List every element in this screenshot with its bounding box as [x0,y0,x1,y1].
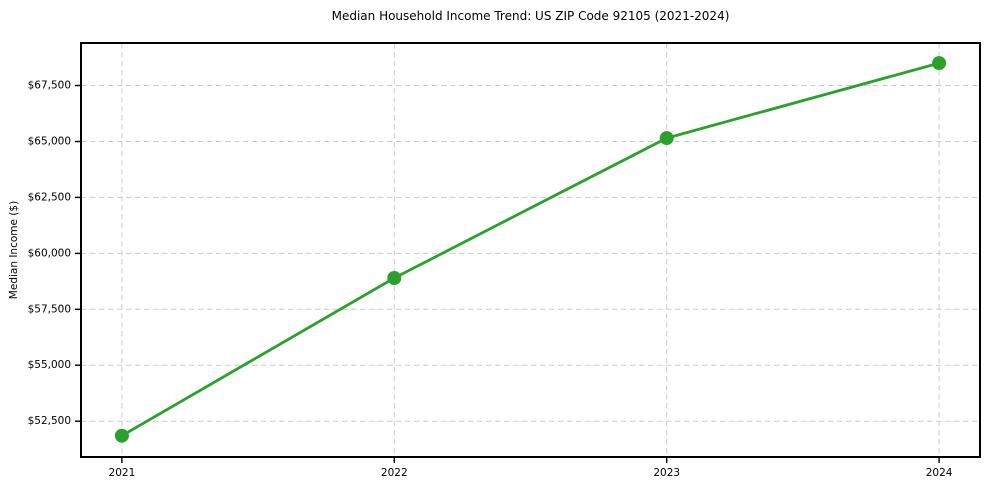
chart-title: Median Household Income Trend: US ZIP Co… [331,9,730,23]
income-trend-line [120,61,941,438]
data-point-2023 [659,131,674,146]
x-tick-label: 2023 [653,467,680,479]
x-tick-label: 2021 [109,467,136,479]
x-tick-label: 2024 [926,467,953,479]
data-point-2024 [932,56,947,71]
data-point-2022 [387,271,402,285]
x-tick-label: 2022 [381,467,408,479]
data-point-2021 [114,428,129,443]
y-tick-label: $55,000 [28,359,71,371]
plot-border [80,42,981,458]
y-tick-label: $62,500 [28,191,71,203]
y-tick-label: $60,000 [28,247,71,259]
y-tick-label: $67,500 [28,80,71,92]
y-tick-label: $57,500 [28,303,71,315]
y-tick-label: $52,500 [28,415,71,427]
y-tick-label: $65,000 [28,136,71,148]
